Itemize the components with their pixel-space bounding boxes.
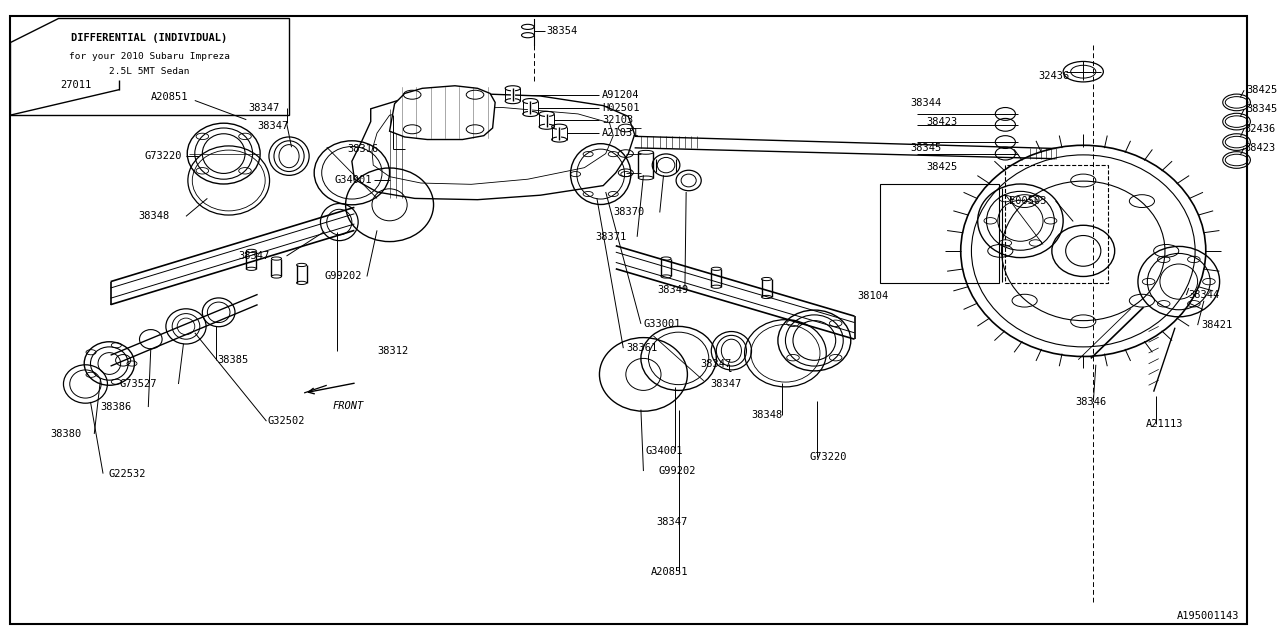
Polygon shape bbox=[389, 86, 495, 140]
Text: 38347: 38347 bbox=[655, 516, 687, 527]
Text: H02501: H02501 bbox=[602, 102, 640, 113]
Text: 38354: 38354 bbox=[547, 26, 577, 36]
Bar bbox=[1005, 165, 1108, 283]
Text: 38371: 38371 bbox=[595, 232, 627, 242]
Text: 32436: 32436 bbox=[1244, 124, 1275, 134]
Text: G34001: G34001 bbox=[334, 175, 371, 186]
Text: 38348: 38348 bbox=[751, 410, 783, 420]
Text: 38345: 38345 bbox=[1247, 104, 1277, 115]
Text: 38361: 38361 bbox=[626, 343, 657, 353]
Text: 38347: 38347 bbox=[239, 251, 270, 261]
Text: 38348: 38348 bbox=[138, 211, 169, 221]
Text: 38104: 38104 bbox=[858, 291, 888, 301]
Text: 38370: 38370 bbox=[613, 207, 645, 218]
Text: 38425: 38425 bbox=[1247, 85, 1277, 95]
Text: A20851: A20851 bbox=[151, 92, 188, 102]
Text: E00503: E00503 bbox=[1009, 196, 1047, 206]
Text: 38421: 38421 bbox=[1202, 320, 1233, 330]
Text: 38347: 38347 bbox=[248, 102, 280, 113]
Text: G99202: G99202 bbox=[324, 271, 362, 282]
Text: 38344: 38344 bbox=[910, 98, 941, 108]
Text: A91204: A91204 bbox=[602, 90, 640, 100]
Text: 32103: 32103 bbox=[602, 115, 634, 125]
Text: 27011: 27011 bbox=[60, 80, 92, 90]
Text: 38345: 38345 bbox=[910, 143, 941, 154]
Text: 2.5L 5MT Sedan: 2.5L 5MT Sedan bbox=[109, 67, 189, 76]
Text: G33001: G33001 bbox=[644, 319, 681, 329]
Text: for your 2010 Subaru Impreza: for your 2010 Subaru Impreza bbox=[69, 52, 230, 61]
Text: G32502: G32502 bbox=[268, 416, 305, 426]
Text: A20851: A20851 bbox=[652, 566, 689, 577]
Polygon shape bbox=[352, 93, 635, 200]
Text: A195001143: A195001143 bbox=[1176, 611, 1239, 621]
Text: 32436: 32436 bbox=[1038, 70, 1069, 81]
Text: 38347: 38347 bbox=[710, 379, 741, 389]
Text: A21113: A21113 bbox=[1146, 419, 1184, 429]
Text: 38423: 38423 bbox=[1244, 143, 1275, 153]
Text: 38346: 38346 bbox=[1075, 397, 1107, 407]
Text: 38344: 38344 bbox=[1189, 290, 1220, 300]
Text: 38316: 38316 bbox=[347, 144, 378, 154]
Text: 38423: 38423 bbox=[927, 116, 957, 127]
Text: 38380: 38380 bbox=[50, 429, 82, 439]
Text: G73220: G73220 bbox=[809, 452, 847, 462]
Text: 38347: 38347 bbox=[700, 358, 731, 369]
Polygon shape bbox=[10, 18, 289, 115]
Text: DIFFERENTIAL (INDIVIDUAL): DIFFERENTIAL (INDIVIDUAL) bbox=[72, 33, 228, 44]
Text: 38312: 38312 bbox=[378, 346, 408, 356]
Text: 38386: 38386 bbox=[101, 402, 132, 412]
Text: G34001: G34001 bbox=[646, 446, 684, 456]
Text: 38425: 38425 bbox=[927, 162, 957, 172]
Bar bbox=[879, 184, 1000, 283]
Text: G22532: G22532 bbox=[108, 468, 146, 479]
Text: FRONT: FRONT bbox=[333, 401, 365, 411]
Text: A21031: A21031 bbox=[602, 128, 640, 138]
Text: G73220: G73220 bbox=[145, 150, 182, 161]
Text: 38349: 38349 bbox=[657, 285, 689, 295]
Text: 38385: 38385 bbox=[218, 355, 248, 365]
Text: G73527: G73527 bbox=[119, 379, 157, 389]
Text: 38347: 38347 bbox=[257, 121, 289, 131]
Text: G99202: G99202 bbox=[658, 466, 696, 476]
